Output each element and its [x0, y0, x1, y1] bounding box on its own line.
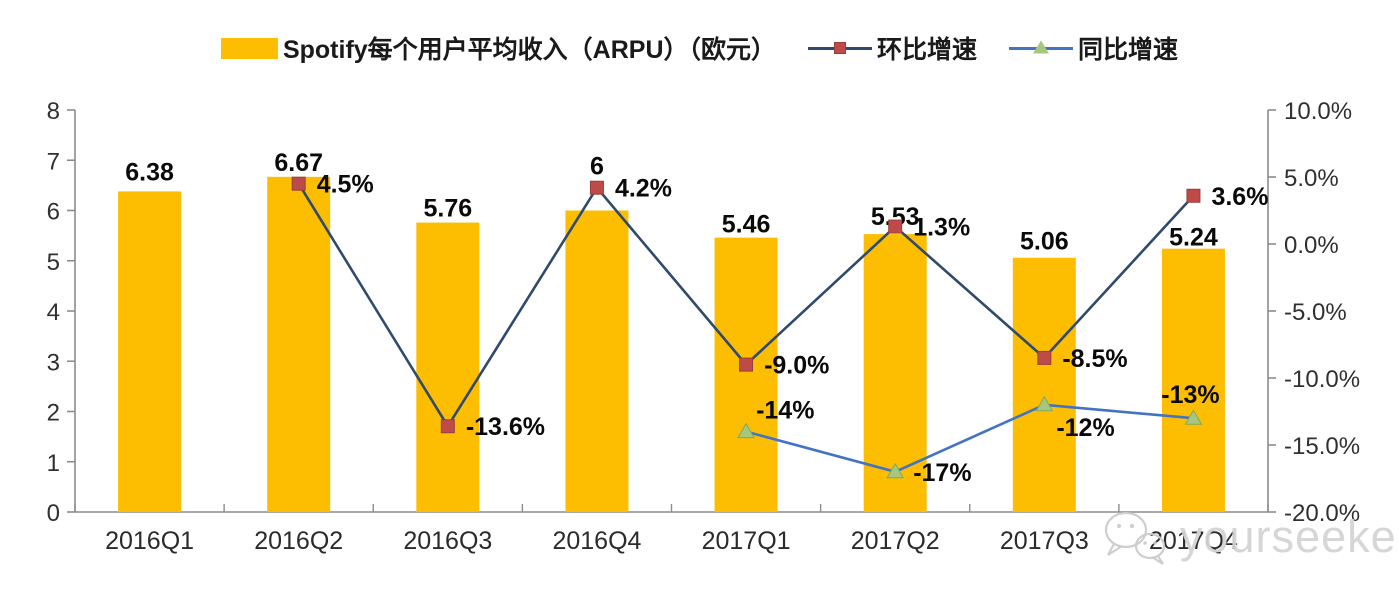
- bar-value-label: 5.46: [722, 211, 771, 239]
- legend-item-arpu: Spotify每个用户平均收入（ARPU）（欧元）: [220, 30, 777, 66]
- legend-label-qoq: 环比增速: [877, 36, 978, 64]
- line-value-label: 3.6%: [1211, 183, 1268, 211]
- legend-label-arpu: Spotify每个用户平均收入（ARPU）（欧元）: [282, 36, 777, 64]
- square-marker-icon: [1037, 350, 1052, 365]
- left-axis-tick-label: 2: [47, 400, 60, 427]
- x-axis-category-label: 2017Q4: [1149, 527, 1238, 555]
- x-axis-category-label: 2017Q1: [702, 527, 791, 555]
- bar-value-label: 5.24: [1169, 224, 1218, 252]
- x-axis-category-label: 2017Q3: [1000, 527, 1089, 555]
- qoq-line-marker-icon: [808, 42, 873, 55]
- line-value-label: -9.0%: [764, 352, 829, 380]
- right-axis-tick-label: 10.0%: [1284, 98, 1352, 125]
- line-value-label: -13%: [1161, 381, 1219, 409]
- square-marker-icon: [291, 176, 306, 191]
- triangle-marker-icon: [1184, 409, 1203, 425]
- yoy-line-group: -14% -17% -12% -13%: [737, 381, 1220, 487]
- left-axis-tick-label: 5: [47, 249, 60, 276]
- legend-item-yoy: 同比增速: [1009, 30, 1178, 66]
- line-value-label: -17%: [913, 459, 971, 487]
- left-axis-tick-label: 8: [47, 98, 60, 125]
- line-value-label: 1.3%: [913, 214, 970, 242]
- chart-legend: Spotify每个用户平均收入（ARPU）（欧元） 环比增速 同比增速: [0, 30, 1399, 66]
- line-value-label: 4.2%: [615, 175, 672, 203]
- bar-value-label: 6: [590, 153, 604, 181]
- triangle-marker-icon: [1035, 395, 1054, 412]
- legend-item-qoq: 环比增速: [808, 30, 977, 66]
- line-value-label: -12%: [1056, 414, 1114, 442]
- bar-value-label: 6.67: [274, 149, 323, 177]
- left-axis-tick-label: 0: [47, 500, 60, 527]
- bar-value-label: 5.76: [423, 195, 472, 223]
- x-axis-category-label: 2016Q2: [254, 527, 343, 555]
- square-marker-icon: [589, 180, 604, 195]
- right-axis-tick-label: -10.0%: [1284, 366, 1360, 393]
- right-axis-tick-label: 0.0%: [1284, 232, 1339, 259]
- right-axis-tick-label: 5.0%: [1284, 165, 1339, 192]
- square-marker-icon: [1186, 188, 1201, 203]
- square-marker-icon: [739, 357, 754, 372]
- legend-label-yoy: 同比增速: [1078, 36, 1179, 64]
- bar-value-label: 6.38: [125, 158, 174, 186]
- line-value-label: 4.5%: [317, 171, 374, 199]
- bar-series-swatch-icon: [220, 37, 278, 59]
- bar: [267, 176, 331, 512]
- bar: [714, 237, 778, 512]
- qoq-line-group: 4.5% -13.6% 4.2% -9.0% 1.3% -8.5% 3.6%: [291, 171, 1268, 441]
- x-axis-category-label: 2017Q2: [851, 527, 940, 555]
- bar: [118, 191, 182, 512]
- bar-value-label: 5.06: [1020, 228, 1069, 256]
- left-axis-tick-label: 1: [47, 450, 60, 477]
- left-axis-tick-label: 4: [47, 299, 60, 326]
- square-marker-icon: [888, 219, 903, 234]
- line-value-label: -8.5%: [1062, 345, 1127, 373]
- triangle-marker-icon: [886, 462, 905, 479]
- x-axis-category-label: 2016Q1: [105, 527, 194, 555]
- line-value-label: -14%: [756, 397, 814, 425]
- left-axis-tick-label: 3: [47, 349, 60, 376]
- right-axis-tick-label: -20.0%: [1284, 500, 1360, 527]
- x-axis-category-label: 2016Q3: [403, 527, 492, 555]
- yoy-line: [745, 403, 1194, 474]
- bar: [565, 210, 629, 512]
- left-axis-tick-label: 6: [47, 199, 60, 226]
- bar: [1161, 248, 1225, 512]
- x-axis-category-label: 2016Q4: [552, 527, 641, 555]
- square-marker-icon: [440, 419, 455, 434]
- bar: [416, 222, 480, 512]
- triangle-marker-icon: [737, 422, 755, 439]
- line-value-label: -13.6%: [466, 413, 545, 441]
- bar: [1012, 257, 1076, 512]
- yoy-line-marker-icon: [1009, 40, 1074, 55]
- right-axis-tick-label: -15.0%: [1284, 433, 1360, 460]
- axes-group: 0 1 2 3 4 5 6 7 8 10.0% 5.0% 0.0% -5.0% -10.0% -15.0% -…: [47, 98, 1360, 555]
- left-axis-tick-label: 7: [47, 148, 60, 175]
- right-axis-tick-label: -5.0%: [1284, 299, 1347, 326]
